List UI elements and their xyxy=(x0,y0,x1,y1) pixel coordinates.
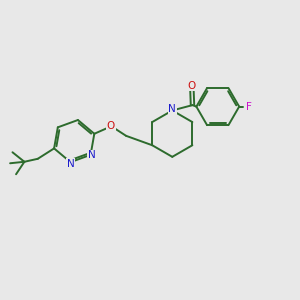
Text: N: N xyxy=(88,150,96,161)
Text: O: O xyxy=(106,121,115,131)
Text: N: N xyxy=(67,159,74,169)
Text: F: F xyxy=(246,102,252,112)
Text: N: N xyxy=(168,104,176,114)
Text: O: O xyxy=(188,80,196,91)
